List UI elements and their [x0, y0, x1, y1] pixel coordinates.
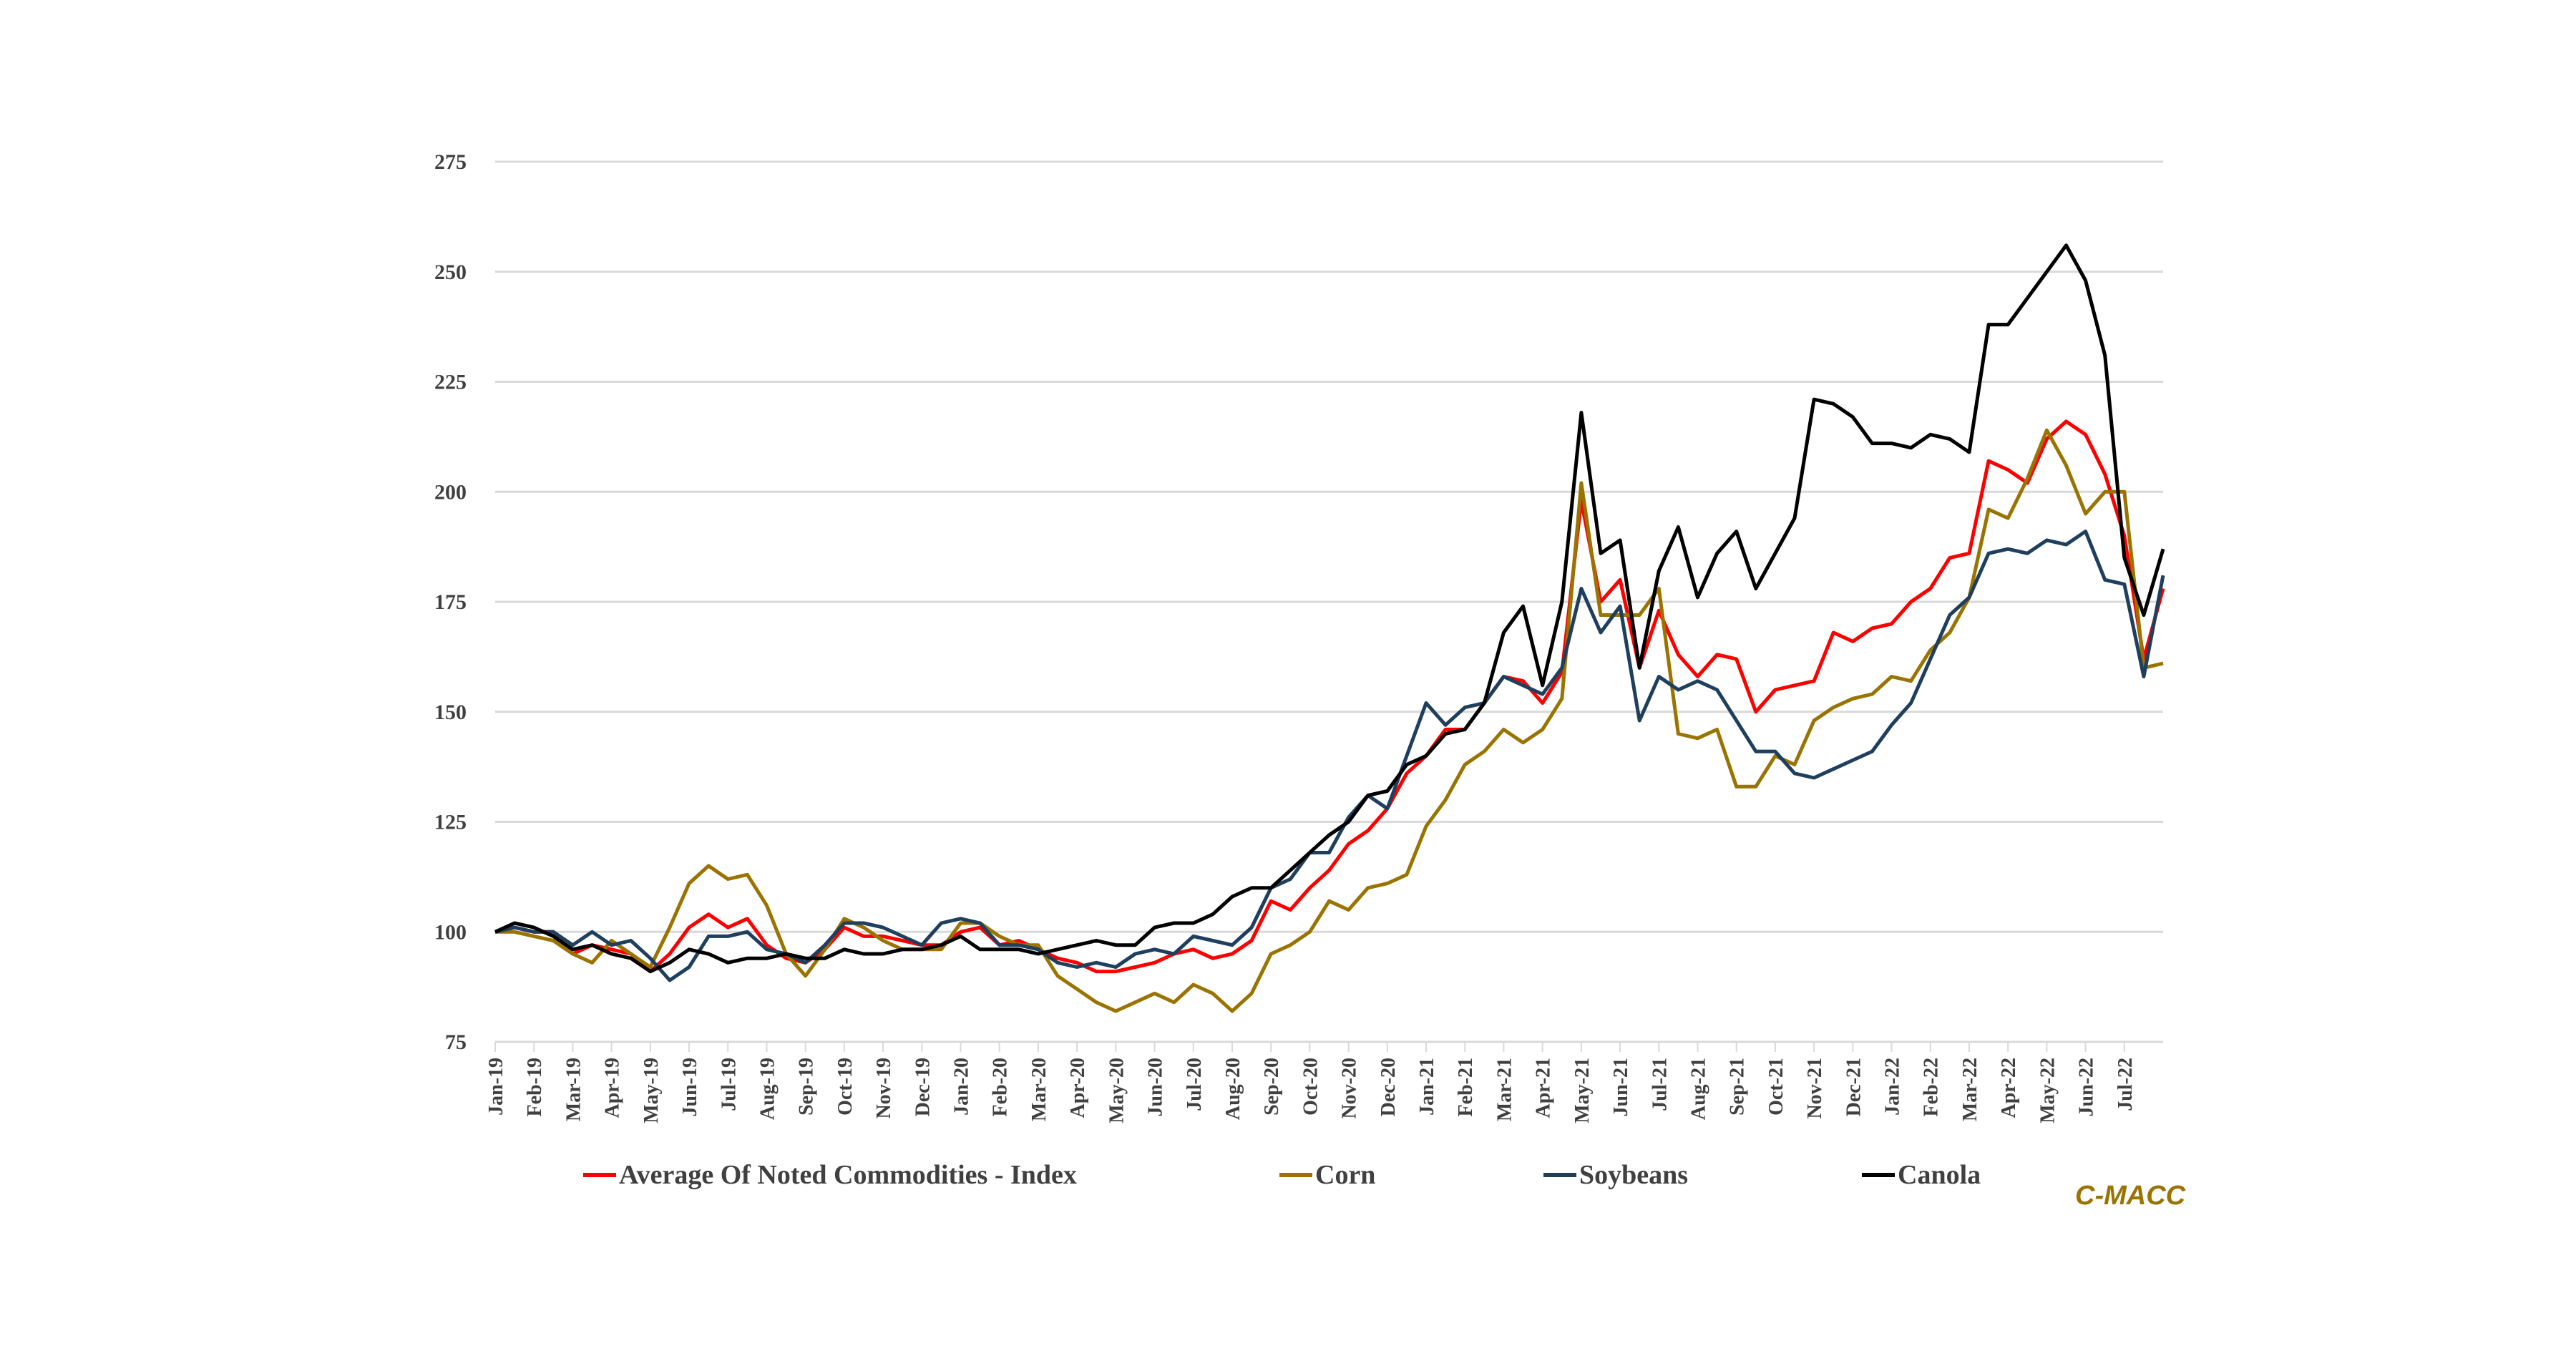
legend-item-soybeans: Soybeans: [1543, 1159, 1688, 1191]
y-tick-label: 175: [434, 590, 467, 614]
x-tick-label: Sep-19: [796, 1058, 818, 1116]
x-tick-label: Jul-22: [2114, 1058, 2137, 1111]
legend-label-corn: Corn: [1315, 1160, 1376, 1190]
x-tick-label: Aug-20: [1222, 1058, 1244, 1120]
legend-swatch-average: [583, 1173, 616, 1177]
x-tick-label: Feb-21: [1455, 1058, 1477, 1116]
x-tick-label: Jun-22: [2076, 1058, 2098, 1116]
legend-label-average: Average Of Noted Commodities - Index: [619, 1160, 1077, 1190]
x-tick-label: Dec-21: [1843, 1058, 1865, 1116]
series-lines: [494, 243, 2165, 1013]
x-tick-label: Mar-19: [562, 1058, 585, 1121]
x-tick-label: Jun-21: [1610, 1058, 1632, 1116]
x-tick-label: Mar-20: [1028, 1058, 1050, 1121]
x-tick-label: May-22: [2036, 1058, 2059, 1123]
x-tick-label: Apr-19: [602, 1058, 624, 1118]
series-line-canola: [494, 243, 2165, 974]
legend-label-soybeans: Soybeans: [1579, 1160, 1689, 1190]
x-tick-label: Mar-22: [1959, 1058, 1981, 1121]
x-tick-label: Nov-19: [873, 1058, 895, 1119]
x-tick-label: Jan-19: [485, 1058, 507, 1116]
x-tick-label: Oct-19: [834, 1058, 857, 1116]
x-tick-label: Dec-20: [1377, 1058, 1400, 1116]
legend-swatch-soybeans: [1543, 1173, 1576, 1177]
series-line-corn: [495, 428, 2164, 1013]
y-axis-ticks: 75 100 125 150 175 200 225 250 275: [434, 150, 467, 1054]
x-tick-label: Apr-21: [1533, 1058, 1555, 1118]
y-tick-label: 125: [434, 811, 467, 834]
x-tick-label: Mar-21: [1493, 1058, 1516, 1121]
legend-swatch-corn: [1279, 1173, 1312, 1177]
legend-item-corn: Corn: [1279, 1159, 1375, 1191]
x-tick-label: Dec-19: [912, 1058, 934, 1116]
x-tick-label: Jan-20: [951, 1058, 973, 1116]
x-tick-label: Nov-20: [1339, 1058, 1361, 1119]
x-tick-label: Jul-20: [1184, 1058, 1206, 1111]
x-tick-label: Aug-21: [1687, 1058, 1709, 1120]
x-tick-label: Feb-19: [524, 1058, 546, 1116]
x-tick-label: Jan-22: [1882, 1058, 1904, 1116]
x-tick-label: Sep-21: [1727, 1058, 1749, 1116]
y-tick-label: 225: [434, 371, 467, 394]
x-tick-label: Feb-20: [990, 1058, 1012, 1116]
series-line-soybeans: [494, 530, 2165, 982]
gridlines: [495, 160, 2163, 1043]
x-tick-label: May-21: [1571, 1058, 1594, 1123]
x-tick-label: Nov-21: [1804, 1058, 1826, 1119]
legend-swatch-canola: [1862, 1173, 1895, 1177]
y-tick-label: 75: [445, 1030, 467, 1054]
x-tick-label: Feb-22: [1921, 1058, 1943, 1116]
x-tick-label: Jun-19: [679, 1058, 701, 1116]
x-tick-label: Apr-22: [1998, 1058, 2020, 1118]
y-tick-label: 150: [434, 701, 467, 724]
legend-item-canola: Canola: [1862, 1159, 1981, 1191]
x-tick-label: Jun-20: [1145, 1058, 1167, 1116]
x-tick-label: Oct-21: [1765, 1058, 1787, 1116]
y-tick-label: 250: [434, 260, 467, 284]
x-tick-label: Aug-19: [756, 1058, 779, 1120]
x-tick-label: Apr-20: [1067, 1058, 1089, 1118]
x-tick-label: Jan-21: [1416, 1058, 1438, 1116]
x-tick-label: Sep-20: [1261, 1058, 1283, 1116]
legend-item-average: Average Of Noted Commodities - Index: [583, 1159, 1077, 1191]
x-tick-label: May-20: [1106, 1058, 1128, 1123]
brand-logo-text: C-MACC: [2075, 1181, 2186, 1211]
legend-label-canola: Canola: [1898, 1160, 1981, 1190]
x-tick-label: Jul-21: [1649, 1058, 1671, 1111]
y-tick-label: 100: [434, 920, 467, 944]
x-tick-label: May-19: [640, 1058, 663, 1123]
x-axis: Jan-19 Feb-19 Mar-19 Apr-19 May-19 Jun-19 Jul-…: [485, 1040, 2163, 1123]
y-tick-label: 275: [434, 150, 467, 174]
y-tick-label: 200: [434, 480, 467, 504]
x-tick-label: Oct-20: [1299, 1058, 1322, 1116]
x-tick-label: Jul-19: [718, 1058, 740, 1111]
